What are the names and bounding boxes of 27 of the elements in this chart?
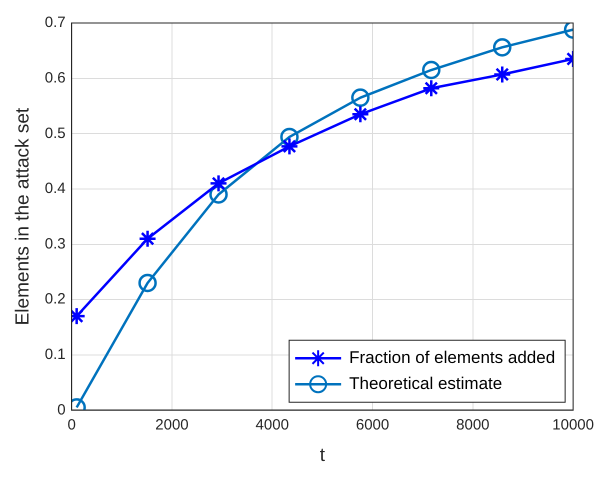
- x-tick-label: 10000: [552, 416, 594, 434]
- y-tick-label: 0.3: [44, 235, 66, 252]
- legend-label: Theoretical estimate: [349, 374, 502, 393]
- point: [492, 38, 512, 57]
- y-tick-label: 0.1: [44, 346, 66, 364]
- y-tick-label: 0.5: [44, 124, 66, 142]
- point: [138, 229, 157, 248]
- point: [280, 137, 299, 156]
- y-tick-label: 0.6: [44, 69, 66, 86]
- point: [138, 274, 157, 292]
- y-tick-label: 0.4: [44, 180, 66, 198]
- x-tick-label: 4000: [256, 416, 289, 434]
- x-axis-title: t: [320, 444, 326, 466]
- point: [351, 88, 370, 107]
- point: [422, 79, 441, 98]
- y-tick-label: 0.7: [44, 14, 66, 32]
- point: [492, 65, 512, 84]
- legend-label: Fraction of elements added: [349, 348, 556, 367]
- x-tick-label: 2000: [155, 416, 189, 434]
- point: [422, 60, 441, 80]
- x-tick-label: 6000: [356, 416, 390, 434]
- y-axis-title: Elements in the attack set: [12, 107, 34, 326]
- x-tick-label: 8000: [456, 416, 490, 434]
- point: [209, 174, 228, 193]
- y-tick-label: 0: [57, 401, 66, 418]
- point: [351, 105, 370, 124]
- y-tick-label: 0.2: [44, 290, 66, 308]
